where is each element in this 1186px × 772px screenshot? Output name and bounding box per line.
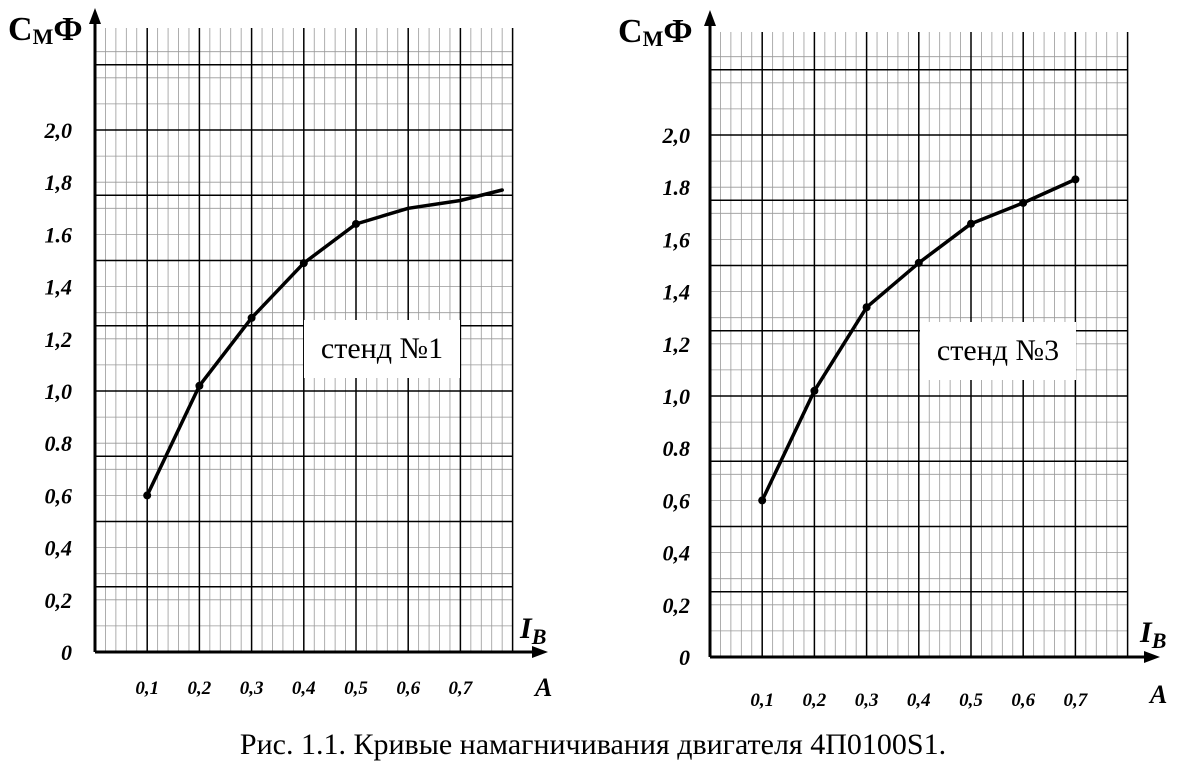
chart-1: 0 0,2 0,4 0,6 0.8 1,0 1,2 1,4 1.6 1,8 2,0 0,1 0,2 0,3… — [8, 8, 552, 702]
y-tick-label: 0,4 — [663, 541, 691, 566]
x-tick-label: 0,4 — [907, 690, 931, 711]
y-tick-label: 1.8 — [663, 175, 691, 200]
data-point — [862, 303, 871, 312]
y-tick-label: 0,2 — [663, 593, 691, 618]
annotation-box — [304, 320, 460, 378]
y-tick-label: 0 — [61, 640, 72, 665]
x-tick-label: 0,6 — [1011, 690, 1035, 711]
annotation-label: стенд №1 — [321, 332, 443, 365]
y-tick-label: 2,0 — [44, 118, 73, 143]
data-point — [195, 381, 204, 390]
x-tick-label: 0,1 — [135, 678, 159, 699]
x-tick-label: 0,3 — [855, 690, 879, 711]
series-line — [145, 188, 504, 498]
y-tick-label: 1,8 — [45, 170, 73, 195]
x-axis-unit: А — [1148, 680, 1167, 709]
y-tick-label: 1,0 — [663, 384, 691, 409]
x-axis-arrow — [1144, 651, 1160, 663]
x-tick-label: 0,7 — [449, 678, 474, 699]
x-tick-label: 0,4 — [292, 678, 316, 699]
data-point — [914, 258, 923, 267]
y-tick-label: 1,2 — [45, 327, 73, 352]
y-tick-label: 1,6 — [663, 227, 691, 252]
y-tick-label: 1,4 — [663, 280, 691, 305]
x-axis-label: IВ — [1139, 616, 1166, 653]
annotation-box — [920, 322, 1076, 380]
x-tick-label: 0,2 — [188, 678, 212, 699]
annotation-label: стенд №3 — [937, 334, 1059, 367]
data-point — [967, 219, 975, 228]
y-tick-label: 1,4 — [45, 275, 73, 300]
data-point — [1019, 198, 1028, 207]
y-tick-label: 1,2 — [663, 332, 691, 357]
data-point — [299, 259, 308, 268]
y-axis-arrow — [704, 10, 716, 26]
y-axis-arrow — [89, 8, 101, 24]
data-point — [758, 496, 767, 505]
y-axis-label: СМФ — [618, 13, 693, 51]
x-axis-arrow — [532, 646, 548, 658]
x-tick-label: 0,6 — [396, 678, 420, 699]
y-tick-label: 2,0 — [662, 123, 691, 148]
x-tick-label: 0,2 — [803, 690, 827, 711]
y-tick-label: 0,2 — [45, 588, 73, 613]
data-point — [247, 313, 256, 322]
figure-caption: Рис. 1.1. Кривые намагничивания двигател… — [239, 728, 947, 761]
data-point — [143, 491, 152, 500]
x-tick-label: 0,3 — [240, 678, 264, 699]
y-tick-label: 1.6 — [45, 222, 73, 247]
y-tick-label: 0,4 — [45, 536, 73, 561]
y-tick-label: 0.8 — [663, 436, 691, 461]
data-point — [352, 219, 360, 228]
y-tick-label: 0,6 — [663, 488, 691, 513]
x-tick-label: 0,5 — [959, 690, 983, 711]
x-tick-label: 0,7 — [1064, 690, 1089, 711]
y-tick-label: 1,0 — [45, 379, 73, 404]
data-point — [1071, 175, 1080, 184]
chart-2: 0 0,2 0,4 0,6 0.8 1,0 1,2 1,4 1,6 1.8 2,0 0,1 0,2 0,3… — [618, 10, 1167, 711]
y-tick-label: 0 — [679, 645, 690, 670]
x-axis-unit: А — [533, 673, 552, 702]
x-tick-label: 0,5 — [344, 678, 368, 699]
y-tick-label: 0.8 — [45, 431, 73, 456]
y-tick-label: 0,6 — [45, 483, 73, 508]
data-point — [810, 386, 819, 395]
x-tick-label: 0,1 — [750, 690, 774, 711]
y-axis-label: СМФ — [8, 11, 83, 49]
x-axis-label: IВ — [519, 612, 546, 649]
